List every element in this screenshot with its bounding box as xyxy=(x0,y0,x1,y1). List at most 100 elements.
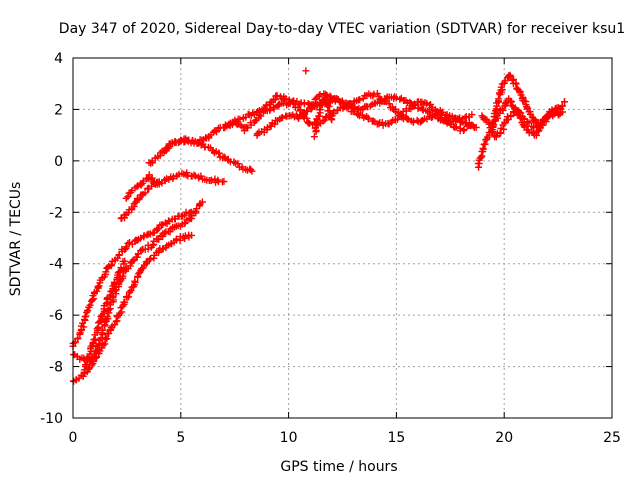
data-point xyxy=(247,166,255,174)
data-point xyxy=(111,321,119,329)
data-point xyxy=(472,123,480,131)
data-point xyxy=(102,300,110,308)
data-point xyxy=(391,107,399,115)
data-point xyxy=(124,193,132,201)
data-point xyxy=(91,354,99,362)
data-point xyxy=(121,298,129,306)
data-point xyxy=(135,195,143,203)
data-point xyxy=(443,119,451,127)
data-point xyxy=(146,256,154,264)
data-point xyxy=(511,105,519,113)
data-point xyxy=(373,90,381,98)
data-point xyxy=(244,124,252,132)
data-point xyxy=(125,293,133,301)
data-point xyxy=(101,334,109,342)
data-point xyxy=(198,198,206,206)
data-point xyxy=(127,287,135,295)
y-tick-label: -10 xyxy=(40,411,63,427)
data-point xyxy=(336,98,344,106)
data-point xyxy=(267,122,275,130)
data-point xyxy=(133,253,141,261)
data-point xyxy=(94,283,102,291)
data-point xyxy=(542,118,550,126)
data-point xyxy=(278,113,286,121)
axis-ticks: 0 5 10 15 20 25 -10 -8 -6 -4 -2 0 2 4 xyxy=(40,51,621,446)
y-tick-label: -8 xyxy=(49,360,63,376)
data-point xyxy=(103,313,111,321)
data-point xyxy=(385,100,393,108)
data-point xyxy=(485,120,493,128)
data-point xyxy=(117,264,125,272)
data-point xyxy=(428,114,436,122)
data-point xyxy=(273,92,281,100)
data-point xyxy=(84,306,92,314)
data-point xyxy=(102,268,110,276)
data-point xyxy=(168,139,176,147)
x-tick-label: 20 xyxy=(495,430,513,446)
y-tick-label: -2 xyxy=(49,205,63,221)
data-point xyxy=(507,111,515,119)
data-point xyxy=(364,115,372,123)
y-tick-label: -6 xyxy=(49,308,63,324)
x-tick-label: 15 xyxy=(387,430,405,446)
data-point xyxy=(220,153,228,161)
data-point xyxy=(521,122,529,130)
data-point xyxy=(236,115,244,123)
data-point xyxy=(260,106,268,114)
data-point xyxy=(512,80,520,88)
data-point xyxy=(350,107,358,115)
y-tick-label: -4 xyxy=(49,257,63,273)
data-point xyxy=(155,180,163,188)
data-point xyxy=(384,119,392,127)
data-point xyxy=(312,120,320,128)
y-tick-label: 2 xyxy=(54,102,63,118)
data-point xyxy=(460,126,468,134)
data-point xyxy=(315,92,323,100)
data-point xyxy=(437,110,445,118)
data-point xyxy=(118,308,126,316)
data-point xyxy=(310,133,318,141)
data-point xyxy=(479,144,487,152)
data-point xyxy=(561,98,569,106)
data-point xyxy=(154,225,162,233)
data-point xyxy=(523,104,531,112)
data-point xyxy=(255,111,263,119)
data-point xyxy=(356,96,364,104)
x-tick-label: 0 xyxy=(69,430,78,446)
data-point xyxy=(375,120,383,128)
data-point xyxy=(81,313,89,321)
x-tick-label: 25 xyxy=(603,430,621,446)
data-point xyxy=(220,177,228,185)
y-axis-label: SDTVAR / TECUs xyxy=(8,182,24,297)
data-point xyxy=(141,189,149,197)
data-point xyxy=(404,115,412,123)
data-point xyxy=(369,117,377,125)
data-point xyxy=(86,301,94,309)
data-point xyxy=(549,112,557,120)
data-point xyxy=(452,123,460,131)
data-point xyxy=(82,361,90,369)
data-point xyxy=(126,288,133,296)
y-tick-label: 0 xyxy=(54,154,63,170)
data-point xyxy=(190,171,198,179)
y-tick-label: 4 xyxy=(54,51,63,67)
data-point xyxy=(497,83,505,91)
data-point xyxy=(274,102,282,110)
data-point xyxy=(214,176,222,184)
data-point xyxy=(495,95,503,103)
plot-frame xyxy=(72,57,613,419)
data-point xyxy=(544,113,552,121)
data-point xyxy=(270,105,278,113)
data-point xyxy=(461,114,469,122)
data-point xyxy=(396,95,404,103)
data-point xyxy=(398,111,406,119)
data-point xyxy=(188,231,196,239)
data-point xyxy=(480,140,488,148)
data-point xyxy=(155,235,163,243)
chart-title: Day 347 of 2020, Sidereal Day-to-day VTE… xyxy=(59,21,625,37)
data-point xyxy=(558,102,566,110)
data-point xyxy=(207,176,215,184)
data-point xyxy=(282,95,290,103)
data-point xyxy=(115,251,123,259)
